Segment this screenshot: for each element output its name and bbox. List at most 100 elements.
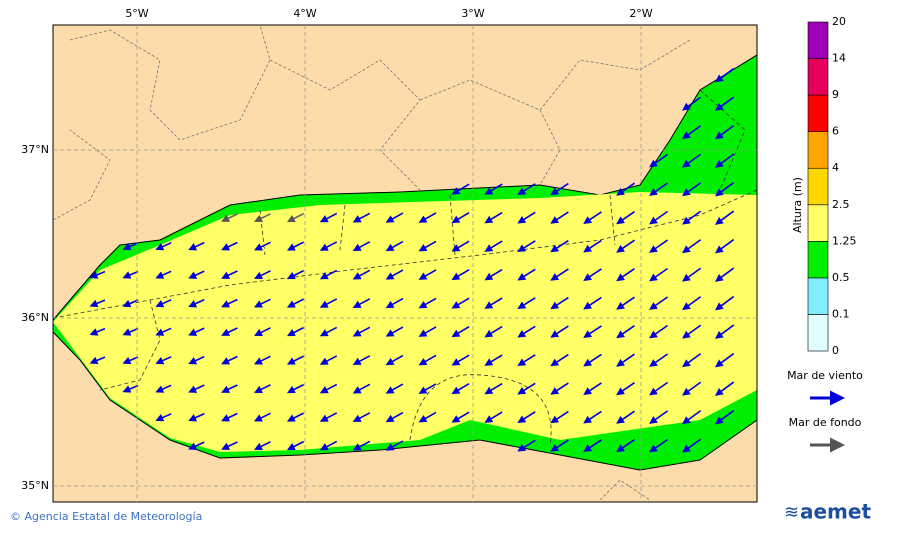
wave-arrow: [286, 212, 305, 223]
wave-arrow: [517, 382, 536, 395]
wave-arrow: [286, 355, 305, 365]
wave-arrow: [583, 439, 602, 452]
wave-arrow: [715, 409, 735, 425]
wave-arrow: [319, 298, 338, 308]
wave-arrow: [418, 297, 437, 309]
wave-arrow: [188, 441, 205, 450]
wave-arrow: [583, 239, 602, 253]
wave-arrow: [649, 239, 669, 253]
wave-arrow: [616, 382, 635, 396]
wave-arrow: [286, 269, 305, 280]
colorbar-label: 6: [832, 125, 839, 138]
wave-arrow: [682, 410, 702, 425]
wave-arrow: [583, 268, 602, 281]
wave-arrow: [352, 241, 371, 251]
colorbar-label: 4: [832, 161, 839, 174]
wave-arrow: [550, 211, 569, 224]
wave-arrow: [616, 325, 635, 339]
wave-arrow: [221, 441, 238, 450]
wave-arrow: [550, 410, 569, 424]
wave-arrow: [484, 325, 503, 338]
wave-arrow: [155, 356, 172, 365]
wave-arrow: [583, 410, 602, 424]
wave-arrows: [89, 67, 735, 453]
legend-label: Mar de viento: [787, 369, 863, 382]
colorbar-segment: [807, 131, 829, 169]
wave-arrow: [715, 352, 735, 368]
wave-arrow: [484, 354, 503, 366]
wave-arrow: [649, 381, 669, 396]
wave-arrow: [682, 381, 702, 396]
wave-arrow: [715, 96, 735, 111]
wave-arrow: [517, 297, 536, 310]
colorbar-segment: [807, 167, 829, 206]
colorbar-segment: [807, 241, 829, 279]
wave-arrow: [550, 325, 569, 338]
wave-arrow: [451, 240, 470, 252]
wave-arrow: [221, 355, 238, 365]
wave-arrow: [286, 241, 305, 251]
wave-arrow: [418, 354, 437, 366]
wave-arrow: [451, 269, 470, 281]
wave-arrow: [649, 210, 669, 225]
wave-arrow: [188, 355, 205, 365]
wave-arrow: [188, 412, 205, 422]
map: [53, 25, 757, 502]
colorbar-segment: [807, 94, 829, 132]
wave-arrow: [517, 183, 536, 196]
wave-arrow: [715, 181, 735, 197]
lon-label: 2°W: [629, 7, 652, 20]
wave-arrow: [122, 327, 139, 336]
wave-arrow: [649, 267, 669, 282]
wave-arrow: [254, 412, 271, 422]
wave-arrow: [715, 324, 735, 339]
lat-label: 36°N: [21, 311, 49, 324]
wave-arrow: [254, 441, 271, 450]
wave-arrow: [682, 182, 702, 197]
wave-arrow: [649, 153, 669, 168]
wave-arrow: [352, 440, 371, 451]
wave-arrow: [418, 326, 437, 337]
wave-arrow: [352, 383, 371, 394]
wave-arrow: [221, 412, 238, 422]
wave-arrow: [221, 384, 238, 393]
wave-arrow: [550, 382, 569, 395]
wave-arrow: [385, 212, 404, 223]
wave-arrow: [616, 410, 635, 424]
wave-arrow: [319, 355, 338, 365]
wave-arrow: [583, 353, 602, 367]
wave-arrow: [682, 296, 702, 311]
wave-arrow: [517, 411, 536, 424]
wave-arrow: [352, 326, 371, 337]
wave-arrow: [254, 241, 271, 251]
wave-arrow: [616, 296, 635, 310]
legend-label: Mar de fondo: [789, 416, 862, 429]
wave-arrow: [550, 439, 569, 452]
wave-arrow: [188, 384, 205, 393]
wave-arrow: [616, 182, 635, 196]
map-frame: [52, 24, 758, 503]
wave-arrow: [418, 212, 437, 223]
wave-arrow: [122, 299, 139, 308]
wave-arrow: [616, 353, 635, 367]
wave-arrow: [385, 411, 404, 423]
wave-arrow: [451, 326, 470, 338]
wave-arrow: [715, 267, 735, 282]
wave-arrow: [188, 298, 205, 308]
wave-arrow: [682, 125, 702, 140]
wave-arrow: [517, 211, 536, 224]
wave-arrow: [418, 411, 437, 423]
wave-arrow: [550, 239, 569, 253]
wave-arrow: [616, 439, 635, 453]
wave-arrow: [649, 182, 669, 196]
wave-arrow: [352, 298, 371, 308]
wave-arrow: [122, 356, 139, 365]
colorbar-label: 14: [832, 52, 846, 65]
wave-arrow: [715, 381, 735, 396]
wave-arrow: [385, 354, 404, 366]
wave-arrow: [484, 411, 503, 423]
wave-arrow: [286, 440, 305, 451]
graticule: 5°W 4°W 3°W 2°W 37°N 36°N 35°N: [21, 7, 757, 502]
wave-arrow: [517, 325, 536, 338]
